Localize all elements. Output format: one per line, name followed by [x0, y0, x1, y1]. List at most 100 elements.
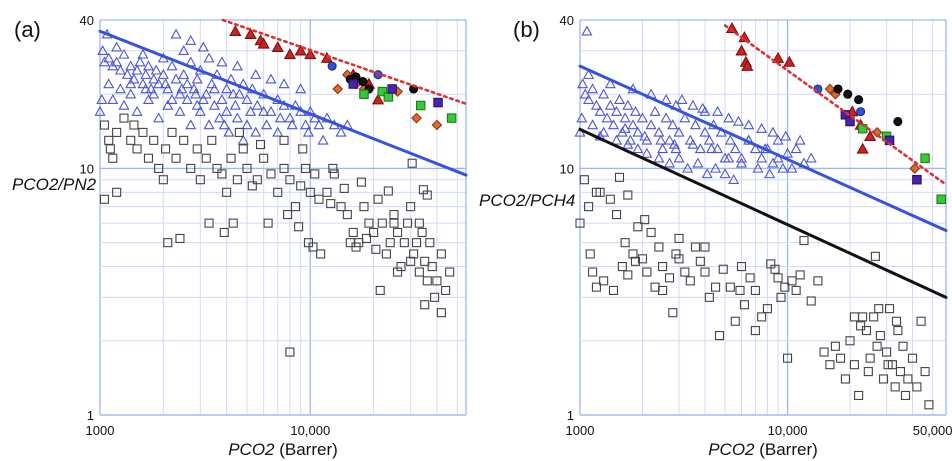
red-triangle-marker [856, 142, 869, 154]
triangle-marker [577, 78, 589, 89]
red-triangle-marker [271, 40, 284, 53]
triangle-marker [160, 78, 172, 89]
triangle-marker [94, 105, 106, 116]
triangle-marker [181, 93, 193, 104]
triangle-marker [641, 147, 653, 158]
triangle-marker [233, 88, 245, 99]
markers [574, 22, 946, 410]
square-marker [201, 153, 211, 163]
square-marker [830, 341, 840, 351]
red-triangle-marker [371, 93, 385, 105]
square-marker [858, 312, 868, 322]
red-triangle-marker [257, 37, 270, 49]
triangle-marker [218, 119, 230, 130]
square-marker [232, 175, 242, 185]
triangle-marker [587, 83, 599, 94]
square-marker [614, 172, 625, 182]
y-tick-label: 1 [567, 408, 574, 423]
square-marker [658, 285, 668, 296]
triangle-marker [794, 134, 806, 145]
triangle-marker [286, 119, 298, 130]
square-marker [119, 113, 129, 123]
x-tick-label: 10,000 [768, 423, 808, 438]
triangle-marker [118, 99, 130, 110]
square-marker [322, 187, 332, 197]
triangle-marker [181, 78, 193, 89]
triangle-marker [213, 112, 226, 123]
square-marker [770, 264, 780, 274]
square-marker [356, 177, 366, 187]
square-marker [273, 187, 283, 197]
square-marker [112, 127, 122, 137]
triangle-marker [148, 88, 160, 99]
triangle-marker [335, 126, 347, 137]
tick-labels: 1000 10,000 1 10 40 [80, 13, 331, 438]
square-marker [599, 276, 609, 286]
triangle-marker [712, 105, 724, 116]
square-marker [259, 153, 269, 163]
triangle-marker [148, 73, 160, 84]
triangle-marker [697, 102, 709, 113]
square-marker [316, 249, 326, 259]
triangle-marker [767, 157, 779, 168]
square-marker [588, 267, 598, 277]
orange-diamond-marker [871, 127, 883, 138]
square-marker [132, 144, 142, 154]
triangle-marker [710, 162, 722, 173]
triangle-marker [118, 48, 130, 59]
triangle-marker [150, 64, 162, 75]
square-marker [336, 202, 346, 212]
triangle-marker [131, 105, 143, 116]
square-marker [623, 270, 633, 280]
square-marker [907, 353, 918, 363]
square-marker [680, 267, 690, 277]
square-marker [620, 238, 630, 248]
orange-diamond-marker [332, 83, 344, 95]
triangle-marker [131, 64, 143, 75]
orange-diamond-marker [431, 119, 443, 131]
triangle-marker [191, 99, 203, 110]
y-axis-label: PCO2/PN2 [12, 175, 97, 194]
triangle-marker [689, 119, 701, 130]
dotted-bound-line [221, 18, 468, 106]
triangle-marker [121, 68, 133, 79]
y-axis-label: PCO2/PCH4 [479, 191, 575, 210]
square-marker [773, 273, 783, 283]
square-marker [308, 242, 318, 252]
triangle-marker [227, 88, 239, 99]
red-triangle-marker [244, 27, 257, 40]
square-marker [420, 300, 430, 310]
triangle-marker [590, 99, 602, 110]
triangle-marker [657, 143, 669, 154]
triangle-marker [197, 41, 209, 52]
square-marker [436, 308, 446, 318]
square-marker [432, 276, 442, 286]
red-triangle-marker [735, 44, 748, 56]
square-marker [882, 347, 892, 357]
triangle-marker [170, 28, 182, 39]
triangle-marker [639, 130, 651, 141]
triangle-marker [663, 134, 676, 145]
square-marker [849, 312, 859, 322]
square-marker [105, 144, 115, 154]
triangle-marker [594, 105, 606, 116]
triangle-marker [619, 122, 631, 133]
black-circle-marker [833, 84, 843, 94]
square-marker [179, 135, 189, 145]
square-marker [255, 139, 266, 150]
triangle-marker [111, 41, 123, 52]
triangle-marker [134, 56, 146, 67]
triangle-marker [581, 25, 593, 36]
triangle-marker [719, 168, 731, 179]
square-marker [878, 374, 889, 384]
triangle-marker [756, 152, 768, 163]
square-marker [207, 135, 217, 145]
y-tick-label: 1 [87, 408, 94, 423]
square-marker [234, 127, 244, 137]
triangle-marker [777, 162, 789, 173]
triangle-marker [611, 134, 623, 145]
square-marker [364, 218, 374, 228]
square-marker [704, 292, 714, 302]
square-marker [212, 163, 222, 173]
square-marker [668, 308, 678, 318]
